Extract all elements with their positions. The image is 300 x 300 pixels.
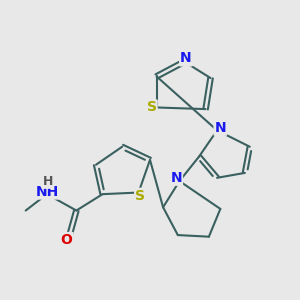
Text: NH: NH [35,184,58,199]
Text: N: N [180,51,192,65]
Text: H: H [42,175,53,188]
Text: S: S [135,189,145,203]
Text: S: S [147,100,157,115]
Text: N: N [170,171,182,185]
Text: N: N [214,121,226,135]
Text: O: O [61,233,73,247]
